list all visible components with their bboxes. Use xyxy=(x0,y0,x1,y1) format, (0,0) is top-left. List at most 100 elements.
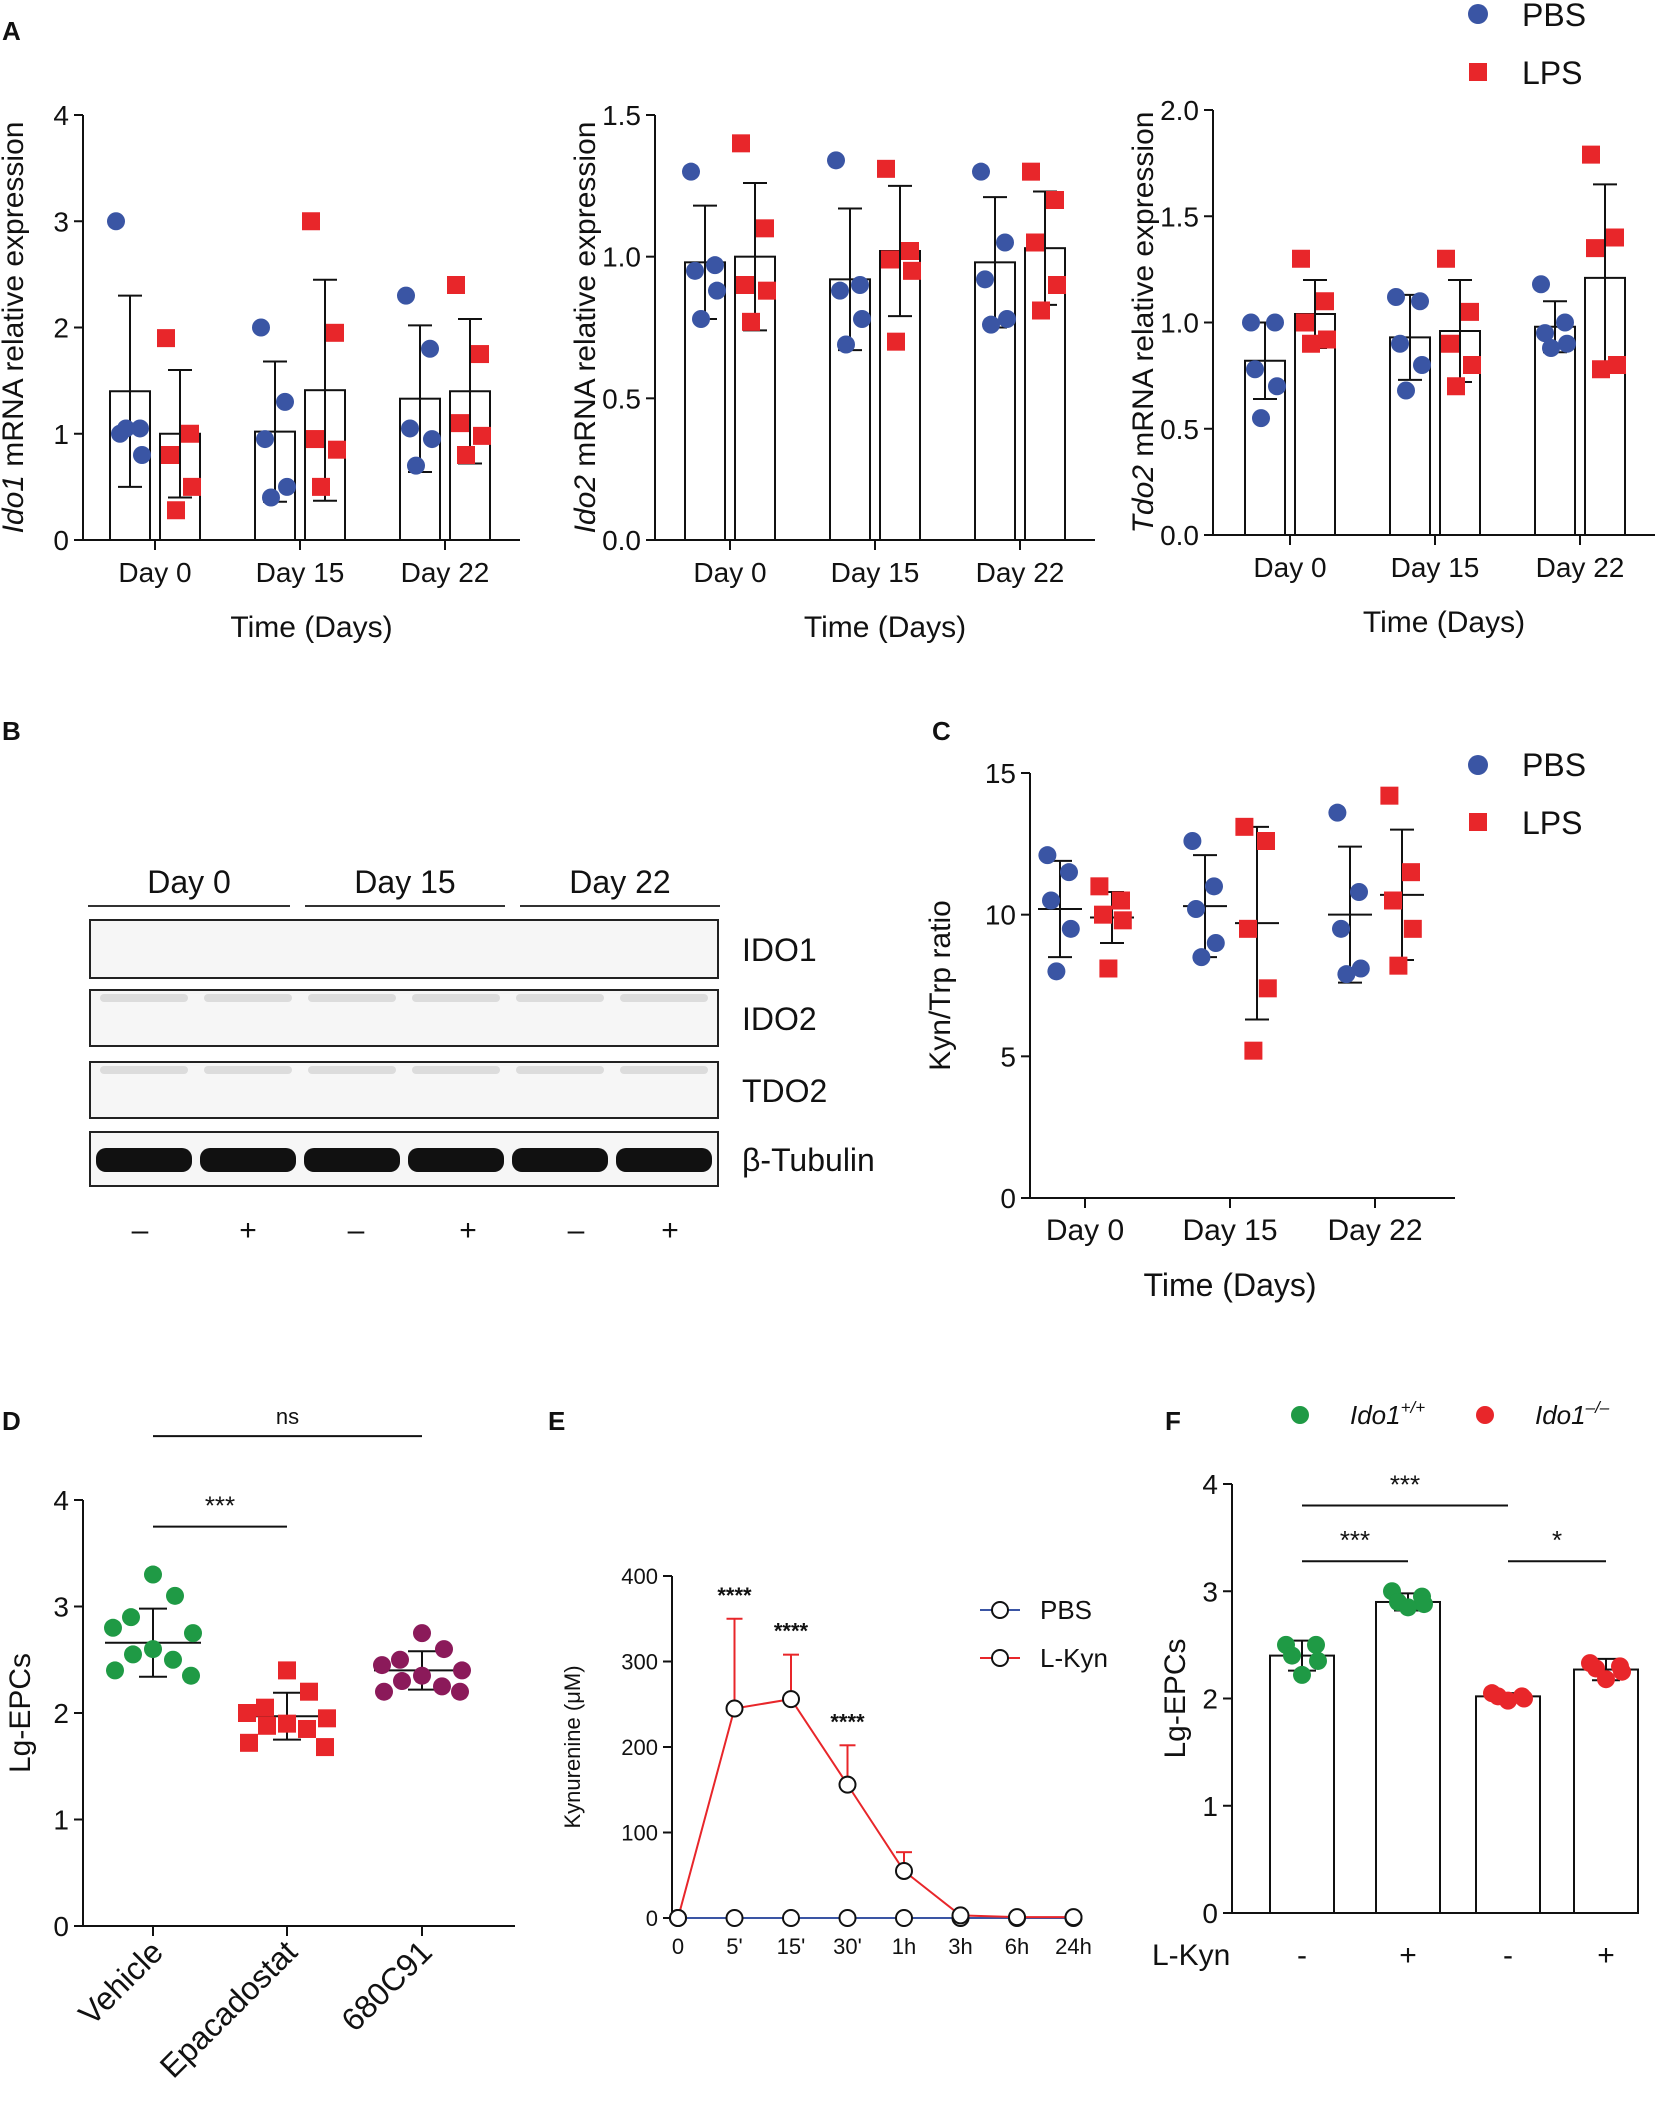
A2-point-pbs xyxy=(831,281,849,300)
C-point-pbs xyxy=(1192,948,1211,967)
A1-point-lps xyxy=(473,426,491,445)
A1-point-pbs xyxy=(252,318,270,337)
chart-kyn-trp-ratio: 0 5 10 15 Day 0 Day 15 Day 22 Time (Days) Kyn/Tr… xyxy=(924,758,1455,1303)
blot-protein-label: IDO2 xyxy=(742,1001,817,1037)
panel-label-d: D xyxy=(2,1406,21,1436)
F-bar xyxy=(1573,1668,1639,1914)
A1-ytick-label: 4 xyxy=(53,100,69,131)
A1-point-pbs xyxy=(131,419,149,438)
legend-c: PBS LPS xyxy=(1468,747,1586,841)
A2-point-pbs xyxy=(682,162,700,181)
E-xtick-label: 15' xyxy=(777,1934,806,1959)
F-xtick-label: - xyxy=(1503,1939,1513,1972)
E-point-pbs xyxy=(725,1909,744,1927)
D-point xyxy=(393,1672,411,1691)
A3-point-pbs xyxy=(1558,334,1576,353)
A3-point-lps xyxy=(1463,356,1481,374)
F-ytick-label: 3 xyxy=(1202,1576,1218,1607)
A2-point-lps xyxy=(736,276,754,294)
C-ytick-label: 15 xyxy=(985,758,1016,789)
A3-point-lps xyxy=(1606,228,1624,247)
panel-label-a: A xyxy=(2,16,21,46)
F-legend-genotype: –/– xyxy=(1585,1398,1610,1417)
D-point xyxy=(318,1709,336,1728)
A1-point-lps xyxy=(471,345,489,364)
A3-point-lps xyxy=(1302,334,1320,353)
F-point xyxy=(1415,1595,1433,1614)
C-point-pbs xyxy=(1350,883,1368,901)
blot-band-faint xyxy=(204,1066,292,1074)
E-point-pbs xyxy=(782,1909,800,1927)
A2-point-lps xyxy=(1022,162,1040,181)
A2-point-pbs xyxy=(686,261,704,280)
A2-point-pbs xyxy=(976,270,994,289)
A3-point-lps xyxy=(1318,330,1336,349)
D-point xyxy=(124,1645,142,1664)
A2-point-lps xyxy=(901,242,919,260)
D-significance-label: ns xyxy=(276,1404,299,1429)
F-ytick-label: 1 xyxy=(1202,1791,1218,1822)
C-point-lps xyxy=(1258,979,1277,998)
A1-point-pbs xyxy=(421,339,439,358)
A1-ytick-label: 1 xyxy=(53,419,69,450)
A3-point-pbs xyxy=(1411,292,1429,311)
D-xtick-label: Epacadostat xyxy=(153,1933,304,2084)
D-point xyxy=(238,1704,256,1722)
C-point-lps xyxy=(1112,891,1130,910)
blot-protein-label: TDO2 xyxy=(742,1073,827,1109)
A3-point-pbs xyxy=(1242,313,1260,332)
A1-ylabel-gene: Ido1 xyxy=(0,475,30,533)
D-point xyxy=(258,1716,276,1735)
D-ytick-label: 3 xyxy=(53,1592,69,1623)
A3-ylabel: Tdo2 mRNA relative expression xyxy=(1127,112,1160,534)
E-point-l-kyn xyxy=(669,1909,687,1927)
A1-xtick-label: Day 22 xyxy=(401,557,490,588)
A1-point-lps xyxy=(161,446,179,464)
legend-top-lps-marker xyxy=(1469,63,1487,81)
D-point xyxy=(298,1719,316,1738)
A1-point-lps xyxy=(183,477,201,496)
blot-band-faint xyxy=(516,1066,604,1074)
A1-point-pbs xyxy=(117,419,135,438)
A1-point-lps xyxy=(451,414,469,433)
E-point-l-kyn xyxy=(1064,1908,1083,1927)
blot-membrane-strip xyxy=(89,1061,719,1119)
C-point-pbs xyxy=(1038,846,1057,865)
A1-point-lps xyxy=(457,446,475,464)
E-point-pbs xyxy=(838,1909,857,1927)
C-ytick-label: 5 xyxy=(1000,1041,1016,1072)
A2-ylabel-rest: mRNA relative expression xyxy=(569,122,602,475)
A3-point-lps xyxy=(1292,249,1310,268)
blot-band-faint xyxy=(412,994,500,1002)
western-blot: Day 0 Day 15 Day 22 IDO1 IDO2 TDO2 β-Tubulin – +… xyxy=(88,864,875,1247)
blot-membrane-strip xyxy=(89,1131,719,1187)
D-point xyxy=(144,1565,162,1584)
A1-point-lps xyxy=(181,424,199,443)
A3-point-pbs xyxy=(1387,288,1405,306)
E-point-l-kyn xyxy=(725,1699,744,1718)
C-xtick-label: Day 0 xyxy=(1046,1214,1124,1247)
E-point-pbs xyxy=(895,1909,913,1927)
F-ytick-label: 4 xyxy=(1202,1469,1218,1500)
blot-treatment-sign: – xyxy=(348,1214,365,1247)
A3-point-pbs xyxy=(1536,324,1554,343)
E-significance-label: **** xyxy=(717,1583,752,1608)
A2-ytick-label: 0.5 xyxy=(602,383,641,414)
F-legend-genotype: +/+ xyxy=(1401,1398,1426,1417)
F-point xyxy=(1399,1598,1417,1617)
C-point-lps xyxy=(1099,959,1118,978)
D-point xyxy=(240,1733,258,1752)
A1-point-pbs xyxy=(262,488,280,507)
legend-top-pbs-marker xyxy=(1468,4,1488,24)
A3-point-lps xyxy=(1316,292,1334,311)
blot-band-tubulin xyxy=(616,1148,712,1172)
D-ytick-label: 0 xyxy=(53,1911,69,1942)
A2-point-pbs xyxy=(998,310,1016,328)
A2-point-pbs xyxy=(853,310,871,328)
E-ytick-label: 300 xyxy=(621,1649,658,1674)
blot-day-label: Day 0 xyxy=(147,864,231,900)
C-point-lps xyxy=(1402,863,1420,882)
